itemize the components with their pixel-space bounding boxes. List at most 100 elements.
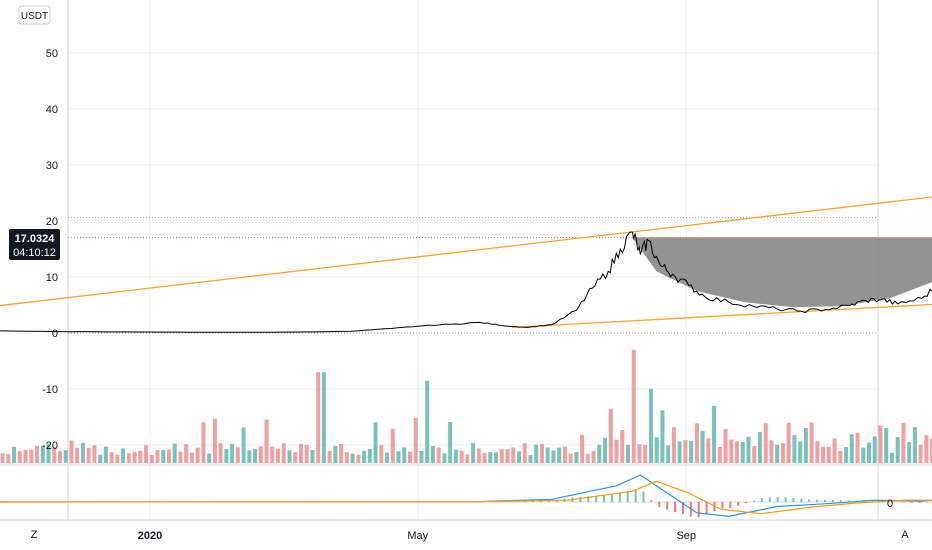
histogram-bar — [626, 491, 629, 502]
histogram-bar — [697, 502, 700, 518]
histogram-bar — [650, 499, 653, 502]
volume-bar — [763, 423, 768, 463]
volume-bar — [109, 452, 114, 463]
volume-bar — [712, 405, 717, 463]
z-button[interactable]: Z — [25, 525, 43, 543]
volume-bar — [224, 448, 229, 463]
trendline-lower — [511, 303, 932, 329]
volume-bar — [912, 427, 917, 463]
histogram-bar — [910, 502, 913, 503]
auto-scale-button[interactable]: A — [896, 525, 914, 543]
volume-bar — [356, 454, 361, 463]
histogram-bar — [737, 502, 740, 506]
volume-bar — [115, 454, 120, 463]
volume-bar — [534, 444, 539, 463]
volume-bar — [57, 451, 62, 463]
volume-bar — [253, 448, 258, 463]
signal-line — [0, 480, 932, 515]
volume-bar — [333, 445, 338, 463]
volume-bar — [293, 452, 298, 463]
volume-bar — [729, 439, 734, 463]
histogram-bar — [808, 499, 811, 502]
volume-bar — [872, 436, 877, 463]
volume-bar — [660, 410, 665, 463]
histogram-bar — [871, 500, 874, 502]
volume-bar — [574, 451, 579, 463]
volume-bar — [780, 443, 785, 463]
volume-bar — [0, 453, 5, 463]
histogram-bar — [705, 502, 708, 515]
volume-bar — [75, 447, 80, 463]
volume-bar — [23, 449, 28, 463]
y-tick-label: -20 — [42, 440, 58, 452]
histogram-bar — [847, 500, 850, 502]
volume-bar — [218, 443, 223, 463]
volume-bar — [580, 434, 585, 463]
volume-bar — [155, 450, 160, 463]
volume-bar — [121, 448, 126, 463]
cup-shape — [632, 237, 932, 308]
volume-bar — [930, 438, 932, 463]
volume-bar — [367, 449, 372, 463]
volume-bar — [419, 450, 424, 463]
volume-bar — [895, 437, 900, 463]
histogram-bar — [823, 499, 826, 502]
volume-bar — [683, 440, 688, 463]
volume-bar — [809, 422, 814, 463]
histogram-bar — [603, 495, 606, 502]
y-tick-label: 30 — [46, 160, 58, 172]
volume-bar — [511, 447, 516, 463]
y-axis[interactable]: -20 -10 0 10 20 30 40 50 — [42, 48, 58, 452]
volume-bar — [740, 442, 745, 463]
volume-bar — [46, 443, 51, 463]
volume-bar — [889, 452, 894, 463]
histogram-bar — [745, 502, 748, 504]
volume-bar — [212, 418, 217, 463]
volume-bar — [654, 437, 659, 463]
volume-bar — [775, 444, 780, 463]
volume-bar — [281, 443, 286, 463]
price-badge: 17.0324 04:10:12 — [9, 229, 60, 260]
volume-bar — [339, 443, 344, 463]
x-axis[interactable]: 2020MaySep2021MaySep2022May22 — [138, 530, 932, 542]
histogram-bar — [674, 502, 677, 512]
volume-bar — [287, 450, 292, 463]
histogram-bar — [658, 502, 661, 508]
histogram-bar — [792, 498, 795, 502]
price-series — [0, 231, 932, 333]
trendlines — [0, 196, 932, 329]
volume-bar — [706, 438, 711, 463]
volume-bar — [52, 447, 57, 463]
price-badge-countdown: 04:10:12 — [13, 247, 56, 259]
volume-bar — [316, 372, 321, 463]
volume-bar — [918, 444, 923, 463]
volume-bar — [63, 450, 68, 463]
histogram-bar — [800, 498, 803, 502]
volume-bar — [149, 455, 154, 463]
volume-bar — [35, 445, 40, 463]
volume-bar — [585, 454, 590, 463]
volume-bar — [608, 408, 613, 463]
volume-bar — [344, 452, 349, 463]
volume-bar — [620, 430, 625, 463]
macd-line — [0, 474, 932, 518]
currency-badge[interactable]: USDT — [18, 5, 51, 25]
histogram-bar — [768, 497, 771, 502]
volume-bar — [792, 435, 797, 463]
histogram-bar — [666, 502, 669, 510]
z-button-label: Z — [31, 529, 38, 541]
volume-bar — [476, 448, 481, 463]
volume-bar — [637, 444, 642, 463]
histogram-bar — [721, 502, 724, 509]
oscillator-pane: 0 — [0, 474, 932, 518]
volume-bar — [166, 449, 172, 463]
volume-bar — [803, 428, 808, 463]
volume-bar — [746, 436, 751, 463]
x-tick-label: 2020 — [138, 530, 162, 542]
volume-bar — [161, 449, 166, 463]
histogram-bar — [918, 502, 921, 503]
histogram-bar — [926, 502, 929, 503]
volume-bar — [861, 447, 866, 463]
histogram-bar — [816, 499, 819, 502]
